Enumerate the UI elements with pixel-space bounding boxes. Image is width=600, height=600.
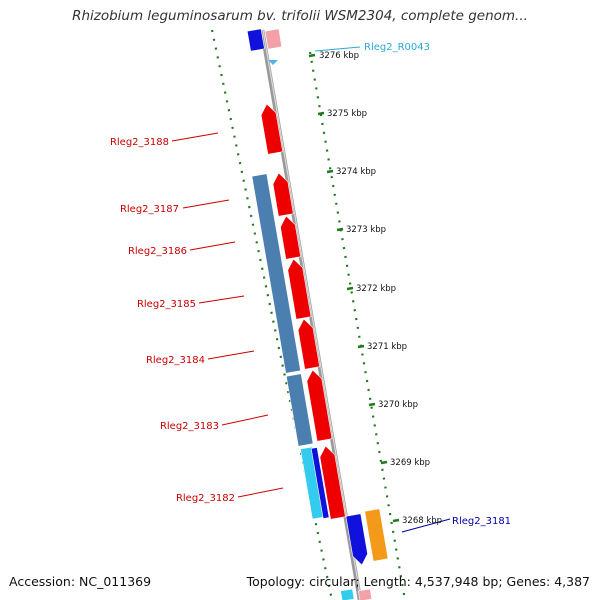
gene-rleg2-3181[interactable] xyxy=(345,513,368,566)
gene-rleg2-3182[interactable] xyxy=(319,445,346,520)
scale-tick-7 xyxy=(380,460,388,465)
gene-rleg2-3188[interactable] xyxy=(260,103,284,155)
leader-line-8 xyxy=(401,518,451,533)
leader-line-4 xyxy=(198,295,245,304)
gene-label-rleg2-3185[interactable]: Rleg2_3185 xyxy=(137,299,196,310)
accession-text: Accession: NC_011369 xyxy=(9,574,152,589)
gene-blue-top[interactable] xyxy=(246,28,265,52)
leader-line-0 xyxy=(314,46,361,52)
gene-label-rleg2-3186[interactable]: Rleg2_3186 xyxy=(128,246,187,257)
gene-rleg2-3187-a[interactable] xyxy=(272,172,294,217)
leader-line-3 xyxy=(189,241,236,251)
scale-tick-3 xyxy=(336,227,344,232)
scale-label-3272: 3272 kbp xyxy=(356,284,396,294)
gene-pink-top[interactable] xyxy=(264,28,283,50)
cog-bar-1[interactable] xyxy=(251,173,301,374)
scale-label-3271: 3271 kbp xyxy=(367,342,407,352)
gene-label-rleg2-3187[interactable]: Rleg2_3187 xyxy=(120,204,179,215)
scale-tick-5 xyxy=(357,344,365,349)
scale-label-3270: 3270 kbp xyxy=(378,400,418,410)
gene-label-rleg2-3188[interactable]: Rleg2_3188 xyxy=(110,137,169,148)
scale-tick-8 xyxy=(392,518,400,523)
scale-label-3276: 3276 kbp xyxy=(319,51,359,61)
gene-rleg2-3186[interactable] xyxy=(280,215,302,260)
trna-marker-icon xyxy=(268,60,278,65)
scale-label-3268: 3268 kbp xyxy=(402,516,442,526)
scale-tick-6 xyxy=(368,402,376,407)
gene-rleg2-3185[interactable] xyxy=(287,258,312,320)
scale-label-3274: 3274 kbp xyxy=(336,167,376,177)
bottom-pink[interactable] xyxy=(357,588,373,600)
gene-features[interactable] xyxy=(246,28,389,600)
leader-line-7 xyxy=(237,487,284,498)
gene-label-rleg2-3184[interactable]: Rleg2_3184 xyxy=(146,355,205,366)
gene-label-rleg2-r0043[interactable]: Rleg2_R0043 xyxy=(364,42,430,53)
genome-summary-text: Topology: circular; Length: 4,537,948 bp… xyxy=(246,574,590,589)
scale-ticks xyxy=(308,53,400,523)
map-title: Rhizobium leguminosarum bv. trifolii WSM… xyxy=(72,8,528,24)
cog-bar-2[interactable] xyxy=(285,373,314,447)
leader-line-2 xyxy=(182,199,230,209)
bottom-cyan[interactable] xyxy=(340,588,355,600)
scale-tick-2 xyxy=(326,169,334,174)
scale-label-3275: 3275 kbp xyxy=(327,109,367,119)
gene-orange[interactable] xyxy=(364,508,389,562)
backbone-highlight xyxy=(262,29,362,600)
leader-line-5 xyxy=(207,350,255,360)
label-leader-lines xyxy=(171,46,451,533)
scale-tick-1 xyxy=(317,111,325,116)
scale-tick-4 xyxy=(346,286,354,291)
scale-label-3273: 3273 kbp xyxy=(346,225,386,235)
gene-rleg2-3184[interactable] xyxy=(297,318,320,370)
leader-line-6 xyxy=(221,414,269,426)
scale-tick-0 xyxy=(308,53,316,58)
gene-rleg2-3183[interactable] xyxy=(306,369,333,442)
gene-blue-inner[interactable] xyxy=(310,447,330,519)
leader-line-1 xyxy=(171,132,219,142)
scale-label-3269: 3269 kbp xyxy=(390,458,430,468)
gene-label-rleg2-3181[interactable]: Rleg2_3181 xyxy=(452,516,511,527)
gene-label-rleg2-3182[interactable]: Rleg2_3182 xyxy=(176,493,235,504)
gene-label-rleg2-3183[interactable]: Rleg2_3183 xyxy=(160,421,219,432)
